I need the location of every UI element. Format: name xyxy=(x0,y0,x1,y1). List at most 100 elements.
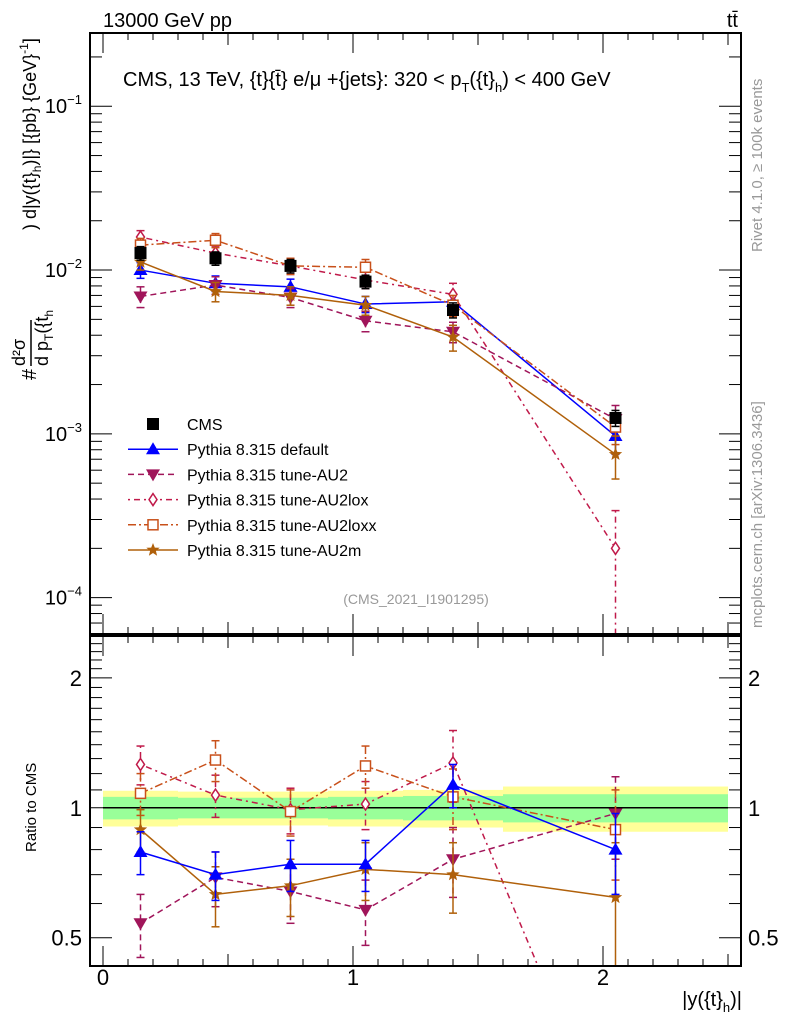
ratio-series-pythia-8-315-default xyxy=(133,763,623,902)
x-tick-label: 0 xyxy=(97,965,109,990)
legend-marker xyxy=(147,519,159,531)
main-y-tick-label: 10−3 xyxy=(45,420,82,446)
title-main: CMS, 13 TeV, {t}{t̄} e/μ +{jets}: 320 < … xyxy=(123,69,461,91)
ylabel-den-sub2: h xyxy=(42,310,56,317)
ratio-data-point xyxy=(283,857,298,870)
main-y-tick-label: 10−4 xyxy=(45,584,82,610)
data-point xyxy=(133,255,148,268)
data-point xyxy=(359,275,372,288)
series-pythia-8-315-tune-au2m xyxy=(133,253,623,480)
ratio-panel: 0.5 0.5 1 1 2 2 0 1 2 Ratio to CMS |y({t}h)| xyxy=(23,635,779,1015)
ratio-series-pythia-8-315-tune-au2m xyxy=(133,808,623,966)
series-line xyxy=(140,269,616,437)
series-line xyxy=(140,239,616,428)
series-line xyxy=(140,284,616,420)
ylabel-tail-sub: h xyxy=(30,166,44,173)
ratio-series-line xyxy=(140,829,616,899)
analysis-id-annotation: (CMS_2021_I1901295) xyxy=(343,591,489,607)
legend-marker xyxy=(147,418,159,430)
ylabel-den-sub: T xyxy=(42,333,56,341)
data-point xyxy=(134,247,147,260)
ylabel-hash: # xyxy=(19,368,41,380)
main-y-tick-label: 10−1 xyxy=(45,92,82,118)
ratio-data-point xyxy=(208,867,223,880)
title-sub-T: T xyxy=(461,80,469,95)
ratio-data-point xyxy=(446,777,460,790)
ratio-data-point xyxy=(133,822,148,836)
legend-label: Pythia 8.315 tune-AU2lox xyxy=(187,493,368,510)
main-frame xyxy=(89,32,742,635)
tick-exponent: −4 xyxy=(67,584,82,599)
ratio-series-line xyxy=(140,759,616,831)
xlabel-main: |y({t} xyxy=(682,989,723,1011)
legend-item: Pythia 8.315 default xyxy=(128,442,329,459)
ylabel-den-b: ({t xyxy=(32,317,52,334)
ylabel-denominator: d pT({th xyxy=(32,310,56,366)
tick-exponent: −2 xyxy=(67,256,82,271)
series-line xyxy=(140,261,616,455)
main-title: CMS, 13 TeV, {t}{t̄} e/μ +{jets}: 320 < … xyxy=(123,69,611,95)
title-end: ) < 400 GeV xyxy=(502,69,611,91)
legend-label: Pythia 8.315 default xyxy=(187,442,329,459)
series-pythia-8-315-tune-au2loxx xyxy=(134,232,622,446)
legend-label: Pythia 8.315 tune-AU2 xyxy=(187,467,348,484)
main-y-tick-label: 10−2 xyxy=(45,256,82,282)
svg-text:#: # xyxy=(19,368,41,380)
legend-label: CMS xyxy=(187,417,223,434)
data-point xyxy=(609,411,622,424)
data-point xyxy=(359,261,372,274)
tick-mantissa: 10 xyxy=(45,588,67,610)
title-mid: ({t} xyxy=(469,69,495,91)
ratio-series-line xyxy=(140,812,616,924)
data-point xyxy=(358,298,373,311)
ratio-y-tick-label-right: 1 xyxy=(748,796,760,821)
ylabel-tail-a: ) d|y({t} xyxy=(20,172,40,230)
main-plot-area xyxy=(133,229,623,634)
data-point xyxy=(446,330,460,343)
tick-exponent: −1 xyxy=(67,92,82,107)
ratio-data-point xyxy=(608,890,623,904)
ratio-data-point xyxy=(358,904,373,917)
data-point xyxy=(358,315,373,328)
ratio-y-axis-label: Ratio to CMS xyxy=(23,763,40,852)
ratio-data-point xyxy=(608,842,623,855)
tick-mantissa: 10 xyxy=(45,96,67,118)
ratio-tick-labels: 0.5 0.5 1 1 2 2 0 1 2 xyxy=(51,666,778,990)
xlabel-end: )| xyxy=(730,989,742,1011)
legend-marker xyxy=(146,543,160,556)
x-tick-label: 1 xyxy=(347,965,359,990)
series-pythia-8-315-tune-au2 xyxy=(133,276,623,437)
ratio-y-tick-label-right: 0.5 xyxy=(748,926,779,951)
data-point xyxy=(209,234,222,247)
ratio-plot-area xyxy=(133,729,623,966)
ratio-series-pythia-8-315-tune-au2lox xyxy=(135,729,539,966)
ratio-data-point xyxy=(210,787,221,803)
ratio-data-point xyxy=(209,754,222,766)
ylabel-tail-b: )|} [{pb} {GeV} xyxy=(20,54,40,166)
legend-marker xyxy=(146,469,160,482)
ratio-axis-ticks xyxy=(90,643,741,939)
ratio-data-point xyxy=(133,918,148,931)
ratio-data-point xyxy=(358,857,373,870)
ratio-data-point xyxy=(135,757,146,772)
ratio-series-line xyxy=(140,783,616,876)
ratio-y-tick-label-right: 2 xyxy=(748,666,760,691)
ratio-data-point xyxy=(284,805,297,818)
header-energy-label: 13000 GeV pp xyxy=(103,10,232,32)
tick-mantissa: 10 xyxy=(45,424,67,446)
series-line xyxy=(140,236,617,549)
xlabel-sub: h xyxy=(723,1000,730,1015)
legend-label: Pythia 8.315 tune-AU2loxx xyxy=(187,518,376,535)
data-point xyxy=(610,540,621,556)
ratio-data-point xyxy=(446,867,460,881)
data-point xyxy=(608,447,623,460)
legend-marker xyxy=(146,442,160,455)
ratio-uncertainty-bands xyxy=(103,786,728,832)
ratio-y-tick-label: 1 xyxy=(70,796,82,821)
x-tick-label: 2 xyxy=(597,965,609,990)
ratio-data-point xyxy=(359,760,372,772)
main-y-tick-labels: 10−410−310−210−1 xyxy=(45,92,82,609)
ylabel-sup: -1 xyxy=(17,43,31,54)
ylabel-numerator: d²σ xyxy=(9,339,29,366)
